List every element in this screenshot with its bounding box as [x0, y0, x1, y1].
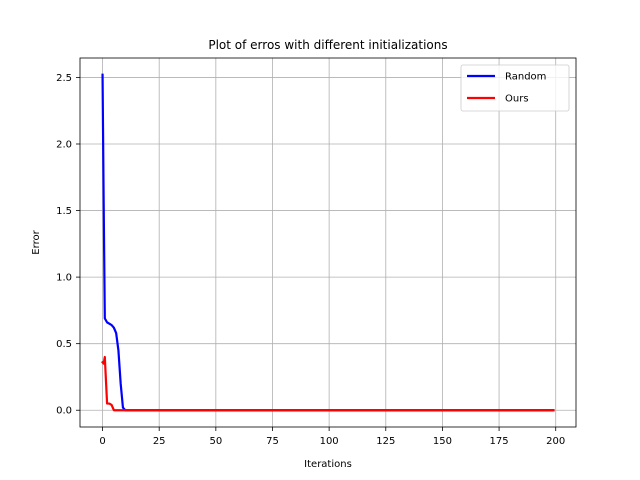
chart-title: Plot of erros with different initializat…: [208, 38, 447, 52]
x-tick-label: 125: [376, 436, 395, 447]
legend-label-random: Random: [505, 72, 546, 83]
x-tick-label: 200: [546, 436, 565, 447]
y-tick-label: 0.5: [56, 339, 72, 350]
x-tick-label: 75: [266, 436, 279, 447]
plot-frame: [79, 57, 577, 428]
ticks: 0 25 50 75 100 125 150 175 200 0.0 0.5 1.0 1.5 2.0 2.5: [56, 73, 565, 447]
y-axis-label: Error: [31, 229, 42, 254]
x-axis-label: Iterations: [304, 459, 352, 470]
x-tick-label: 150: [433, 436, 452, 447]
y-tick-label: 2.5: [56, 73, 72, 84]
y-tick-label: 1.5: [56, 206, 72, 217]
x-tick-label: 175: [490, 436, 509, 447]
x-tick-label: 50: [209, 436, 222, 447]
series-layer: [100, 73, 555, 412]
legend-label-ours: Ours: [505, 94, 529, 105]
y-tick-label: 1.0: [56, 273, 72, 284]
y-tick-label: 0.0: [56, 406, 72, 417]
x-tick-label: 0: [99, 436, 105, 447]
series-line-ours: [100, 355, 555, 412]
y-tick-label: 2.0: [56, 139, 72, 150]
x-tick-label: 100: [320, 436, 339, 447]
x-tick-label: 25: [153, 436, 166, 447]
legend: Random Ours: [460, 64, 570, 112]
